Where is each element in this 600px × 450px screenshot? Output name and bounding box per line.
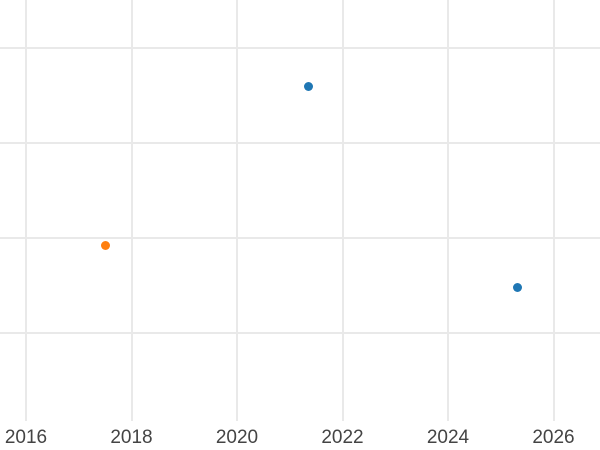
data-point-orange-series[interactable] (100, 240, 110, 250)
gridline-horizontal-0 (0, 47, 600, 49)
gridline-horizontal-2 (0, 236, 600, 239)
gridline-vertical-2024 (447, 0, 449, 421)
x-tick-label-2022: 2022 (321, 427, 364, 448)
x-tick-label-2024: 2024 (426, 427, 470, 448)
gridline-horizontal-1 (0, 142, 600, 144)
x-tick-label-2016: 2016 (4, 427, 48, 448)
x-tick-label-2026: 2026 (532, 427, 575, 448)
x-tick-label-2020: 2020 (215, 427, 259, 448)
gridline-vertical-2016 (25, 0, 27, 421)
gridline-vertical-2022 (341, 0, 344, 421)
data-point-blue-series[interactable] (303, 81, 313, 91)
gridline-horizontal-3 (0, 331, 600, 334)
gridline-vertical-2026 (552, 0, 555, 421)
data-point-blue-series[interactable] (512, 282, 522, 292)
x-tick-label-2018: 2018 (110, 427, 153, 448)
gridline-vertical-2020 (236, 0, 238, 421)
gridline-vertical-2018 (130, 0, 133, 421)
